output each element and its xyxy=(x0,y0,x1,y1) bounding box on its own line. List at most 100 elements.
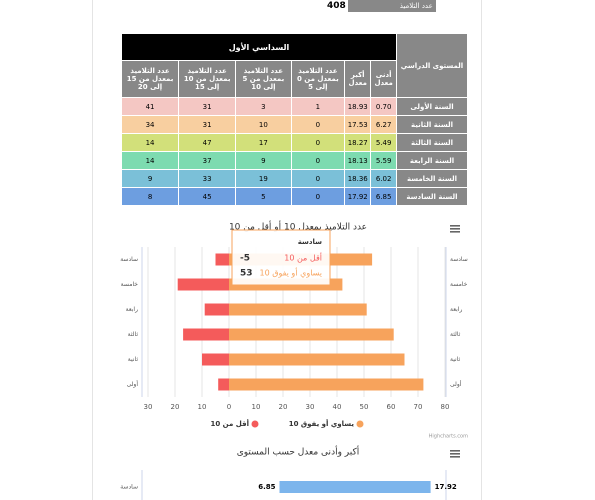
menu-icon xyxy=(450,231,460,233)
bar xyxy=(204,303,229,316)
legend-label: أقل من 10 xyxy=(211,419,250,428)
bar xyxy=(229,353,405,366)
x-tick-label: 10 xyxy=(198,403,207,411)
tooltip-label: يساوي أو يفوق 10 xyxy=(260,268,322,278)
tooltip-value: 53 xyxy=(240,269,253,279)
y-tick-label: أولى xyxy=(127,380,139,388)
table-cell: 0 xyxy=(290,115,346,134)
credits: Highcharts.com xyxy=(429,434,468,440)
tooltip-value: -5 xyxy=(240,254,250,264)
menu-icon xyxy=(450,225,460,227)
x-tick-label: 70 xyxy=(414,403,423,411)
y-tick-label: خامسة xyxy=(450,281,468,288)
bar xyxy=(177,278,229,291)
table-cell: 0 xyxy=(290,133,346,152)
y-tick-label: سادسة xyxy=(120,256,138,263)
legend-label: يساوي أو يفوق 10 xyxy=(289,419,355,428)
bar xyxy=(215,253,229,266)
y-tick-label: خامسة xyxy=(121,281,139,288)
table-cell: 6.27 xyxy=(370,115,397,134)
tooltip-title: سادسة xyxy=(298,238,322,246)
bar xyxy=(202,353,229,366)
table-cell: 6.85 xyxy=(370,187,397,206)
table-cell: 17.92 xyxy=(344,187,372,206)
table-cell: 18.36 xyxy=(344,169,372,188)
y-tick-label: سادسة xyxy=(120,484,138,491)
y-tick-label: ثالثة xyxy=(128,331,139,338)
y-tick-label: رابعة xyxy=(450,306,462,313)
x-tick-label: 20 xyxy=(171,403,180,411)
table-cell: 33 xyxy=(178,169,237,188)
column-header: عدد التلاميذ بمعدل من 15 إلى 20 xyxy=(120,60,180,98)
table-cell: 17.53 xyxy=(344,115,372,134)
x-tick-label: 30 xyxy=(306,403,315,411)
column-header: أدنى معدل xyxy=(370,60,397,98)
table-cell: 1 xyxy=(290,97,346,116)
menu-icon xyxy=(450,456,460,458)
y-tick-label: ثانية xyxy=(450,356,461,363)
menu-icon xyxy=(450,453,460,455)
level-header: المستوى الدراسي xyxy=(396,33,468,98)
table-cell: 0 xyxy=(290,151,346,170)
legend-marker xyxy=(251,420,259,428)
y-tick-label: رابعة xyxy=(126,306,138,313)
menu-icon xyxy=(450,228,460,230)
level-cell: السنة الثالثة xyxy=(396,133,468,152)
table-cell: 37 xyxy=(178,151,237,170)
stats-table: المستوى الدراسي السداسي الأول أدنى معدل أك… xyxy=(120,33,468,206)
column-header: عدد التلاميذ بمعدل من 10 إلى 15 xyxy=(178,60,237,98)
bar xyxy=(229,328,394,341)
summary: 408 عدد التلاميذ xyxy=(325,0,436,12)
y-tick-label: ثانية xyxy=(128,356,139,363)
x-tick-label: 20 xyxy=(279,403,288,411)
table-cell: 0 xyxy=(290,187,346,206)
table-cell: 3 xyxy=(235,97,292,116)
level-cell: السنة الثانية xyxy=(396,115,468,134)
group-header: السداسي الأول xyxy=(121,33,397,61)
level-cell: السنة الخامسة xyxy=(396,169,468,188)
y-tick-label: ثالثة xyxy=(450,331,461,338)
y-tick-label: سادسة xyxy=(450,256,468,263)
bar xyxy=(183,328,229,341)
table-cell: 5 xyxy=(235,187,292,206)
table-cell: 17 xyxy=(235,133,292,152)
data-label: 6.85 xyxy=(258,483,275,491)
data-label: 17.92 xyxy=(435,483,457,491)
x-tick-label: 60 xyxy=(387,403,396,411)
range-bar xyxy=(279,481,431,493)
column-header: عدد التلاميذ بمعدل من 5 إلى 10 xyxy=(235,60,292,98)
table-cell: 14 xyxy=(120,151,180,170)
bar xyxy=(218,378,229,391)
table-cell: 19 xyxy=(235,169,292,188)
x-tick-label: 0 xyxy=(227,403,231,411)
table-cell: 18.27 xyxy=(344,133,372,152)
x-tick-label: 50 xyxy=(360,403,369,411)
table-cell: 45 xyxy=(178,187,237,206)
tooltip xyxy=(231,229,331,286)
summary-label: عدد التلاميذ xyxy=(347,0,436,12)
table-cell: 9 xyxy=(235,151,292,170)
panel xyxy=(92,0,482,500)
table-row: السنة الثالثة 5.49 18.27 0 17 47 14 xyxy=(120,133,468,152)
legend-marker xyxy=(356,420,364,428)
table-row: السنة الأولى 0.70 18.93 1 3 31 41 xyxy=(120,97,468,116)
table-cell: 10 xyxy=(235,115,292,134)
table-cell: 47 xyxy=(178,133,237,152)
level-cell: السنة السادسة xyxy=(396,187,468,206)
summary-value: 408 xyxy=(327,1,346,11)
x-tick-label: 30 xyxy=(144,403,153,411)
column-header: عدد التلاميذ بمعدل من 0 إلى 5 xyxy=(290,60,346,98)
table-cell: 8 xyxy=(120,187,180,206)
level-cell: السنة الأولى xyxy=(396,97,468,116)
table-row: السنة الخامسة 6.02 18.36 0 19 33 9 xyxy=(120,169,468,188)
x-tick-label: 40 xyxy=(333,403,342,411)
bar xyxy=(229,303,367,316)
tooltip-label: أقل من 10 xyxy=(284,253,322,263)
chart-title: أكبر وأدنى معدل حسب المستوى xyxy=(237,446,360,458)
table-cell: 5.59 xyxy=(370,151,397,170)
x-tick-label: 80 xyxy=(441,403,450,411)
table-cell: 18.13 xyxy=(344,151,372,170)
bar xyxy=(229,378,424,391)
